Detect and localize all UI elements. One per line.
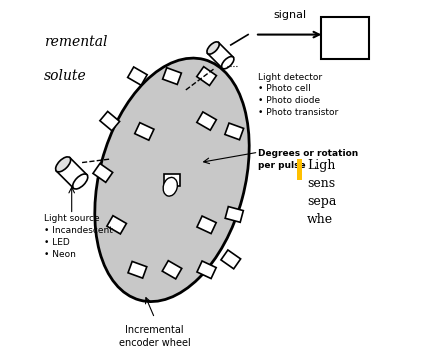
Bar: [100, 112, 119, 131]
Text: Light source
• Incandescent
• LED
• Neon: Light source • Incandescent • LED • Neon: [44, 214, 112, 259]
Text: Incremental
encoder wheel: Incremental encoder wheel: [118, 325, 190, 347]
Bar: [162, 68, 181, 84]
Bar: [164, 174, 179, 186]
Bar: [296, 159, 301, 180]
Bar: [196, 216, 216, 234]
Bar: [225, 123, 243, 140]
Bar: [220, 250, 240, 269]
Bar: [196, 261, 216, 278]
Bar: [56, 158, 87, 188]
Text: Light detector
• Photo cell
• Photo diode
• Photo transistor: Light detector • Photo cell • Photo diod…: [258, 73, 338, 117]
Ellipse shape: [207, 42, 219, 54]
Ellipse shape: [95, 58, 249, 302]
Bar: [225, 207, 243, 222]
Bar: [207, 43, 233, 68]
Ellipse shape: [221, 57, 233, 69]
Bar: [93, 164, 112, 182]
Text: solute: solute: [44, 69, 86, 83]
Bar: [106, 216, 126, 234]
Bar: [128, 262, 147, 278]
Bar: [196, 112, 216, 130]
Text: signal: signal: [272, 10, 305, 20]
Ellipse shape: [72, 174, 88, 189]
FancyBboxPatch shape: [320, 17, 368, 59]
Ellipse shape: [55, 157, 70, 172]
Bar: [196, 67, 216, 86]
Bar: [162, 260, 181, 279]
Bar: [127, 67, 147, 85]
Text: Degrees or rotation
per pulse: Degrees or rotation per pulse: [258, 149, 358, 170]
Text: remental: remental: [44, 34, 107, 49]
Bar: [134, 122, 154, 140]
Ellipse shape: [163, 177, 177, 196]
Text: Ligh
sens
sepa
whe: Ligh sens sepa whe: [306, 159, 335, 226]
